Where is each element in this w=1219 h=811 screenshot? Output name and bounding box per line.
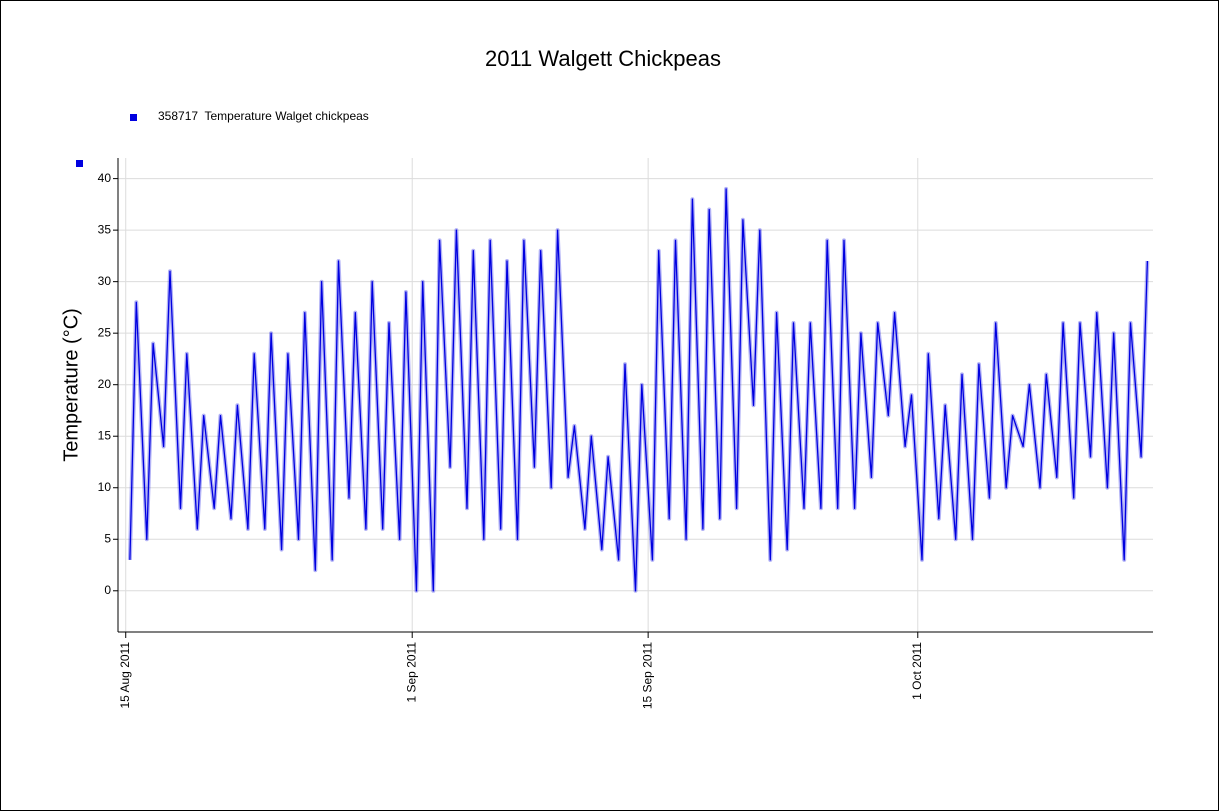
- y-tick-label: 10: [98, 480, 112, 494]
- y-tick-label: 25: [98, 325, 112, 339]
- y-tick-label: 40: [98, 171, 112, 185]
- series-line: [129, 188, 1149, 592]
- y-tick-label: 20: [98, 377, 112, 391]
- y-tick-label: 35: [98, 222, 112, 236]
- x-tick-label: 1 Oct 2011: [910, 642, 924, 700]
- x-tick-label: 1 Sep 2011: [404, 642, 418, 703]
- y-tick-label: 15: [98, 428, 112, 442]
- y-axis-label: Temperature (°C): [60, 308, 82, 462]
- corner-marker: [76, 160, 83, 167]
- legend-swatch: [130, 114, 137, 121]
- y-tick-label: 30: [98, 274, 112, 288]
- legend-label: 358717 Temperature Walget chickpeas: [158, 109, 369, 123]
- x-tick-label: 15 Aug 2011: [118, 642, 132, 709]
- chart-title: 2011 Walgett Chickpeas: [485, 46, 721, 71]
- y-tick-label: 0: [104, 583, 111, 597]
- x-tick-label: 15 Sep 2011: [640, 642, 654, 709]
- y-tick-label: 5: [104, 531, 111, 545]
